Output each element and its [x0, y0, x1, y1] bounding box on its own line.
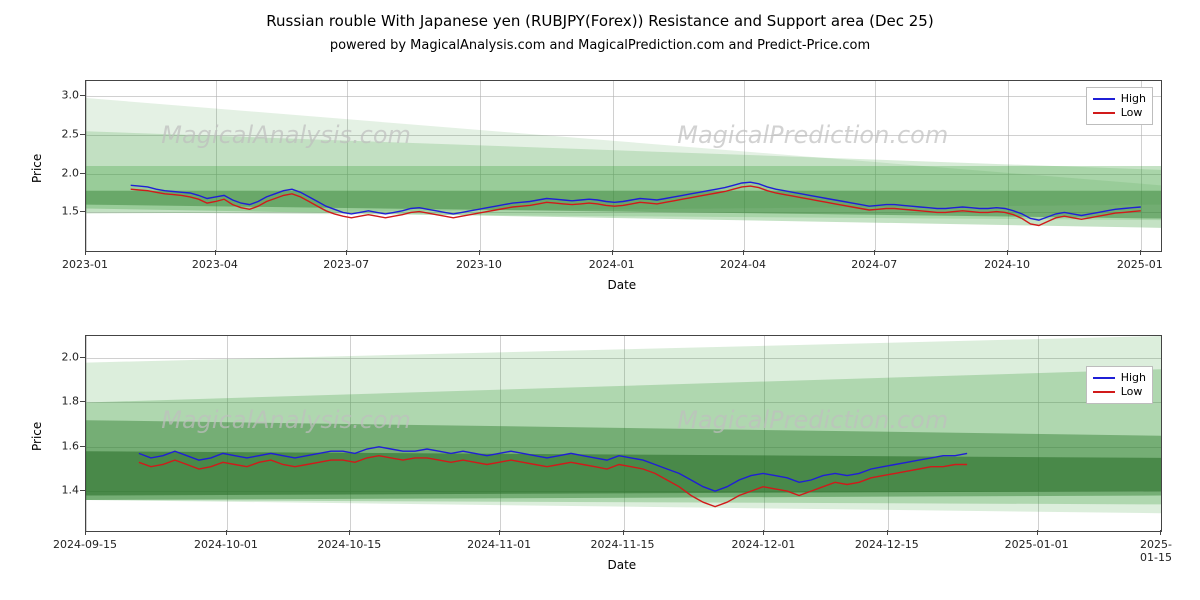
x-tickmark	[623, 530, 624, 535]
x-tickmark	[1140, 250, 1141, 255]
x-tickmark	[743, 250, 744, 255]
x-tickmark	[874, 250, 875, 255]
legend-label: High	[1121, 371, 1146, 385]
x-tickmark	[85, 530, 86, 535]
legend-item: High	[1093, 371, 1146, 385]
legend-item: High	[1093, 92, 1146, 106]
x-tick-label: 2024-01	[589, 258, 635, 271]
x-tick-label: 2024-12-01	[732, 538, 796, 551]
x-tick-label: 2025-01	[1117, 258, 1163, 271]
x-tick-label: 2024-12-15	[855, 538, 919, 551]
x-tick-label: 2023-01	[62, 258, 108, 271]
legend-label: High	[1121, 92, 1146, 106]
line-high	[131, 182, 1141, 220]
x-tickmark	[887, 530, 888, 535]
x-tick-label: 2023-04	[192, 258, 238, 271]
y-tickmark	[80, 173, 85, 174]
figure: Russian rouble With Japanese yen (RUBJPY…	[0, 0, 1200, 600]
price-series	[86, 336, 1161, 531]
x-tickmark	[612, 250, 613, 255]
x-tick-label: 2023-10	[456, 258, 502, 271]
y-axis-label-1: Price	[30, 154, 44, 183]
plot-area-1: MagicalAnalysis.comMagicalPrediction.com…	[86, 81, 1161, 251]
legend-item: Low	[1093, 385, 1146, 399]
chart-panel-2: MagicalAnalysis.comMagicalPrediction.com…	[85, 335, 1162, 532]
legend-label: Low	[1121, 385, 1143, 399]
price-series	[86, 81, 1161, 251]
x-tick-label: 2023-07	[323, 258, 369, 271]
x-tickmark	[85, 250, 86, 255]
x-tick-label: 2024-10-01	[194, 538, 258, 551]
x-tickmark	[1007, 250, 1008, 255]
x-tick-label: 2024-10	[984, 258, 1030, 271]
y-tickmark	[80, 357, 85, 358]
x-tickmark	[1037, 530, 1038, 535]
legend-swatch	[1093, 98, 1115, 100]
y-tickmark	[80, 446, 85, 447]
line-high	[139, 447, 967, 491]
y-tick-label: 3.0	[53, 89, 79, 102]
legend-label: Low	[1121, 106, 1143, 120]
x-tickmark	[215, 250, 216, 255]
y-tick-label: 2.0	[53, 351, 79, 364]
line-low	[139, 456, 967, 507]
y-tickmark	[80, 95, 85, 96]
y-tick-label: 1.8	[53, 395, 79, 408]
y-tickmark	[80, 134, 85, 135]
x-tick-label: 2024-09-15	[53, 538, 117, 551]
y-tick-label: 1.4	[53, 484, 79, 497]
x-tickmark	[346, 250, 347, 255]
x-tick-label: 2024-11-15	[591, 538, 655, 551]
x-tickmark	[1160, 530, 1161, 535]
x-tick-label: 2024-10-15	[317, 538, 381, 551]
legend-swatch	[1093, 377, 1115, 379]
y-tick-label: 1.5	[53, 205, 79, 218]
figure-subtitle: powered by MagicalAnalysis.com and Magic…	[0, 38, 1200, 53]
x-tick-label: 2024-04	[720, 258, 766, 271]
y-axis-label-2: Price	[30, 421, 44, 450]
y-tick-label: 2.5	[53, 128, 79, 141]
x-axis-label-2: Date	[608, 558, 637, 572]
y-tick-label: 1.6	[53, 439, 79, 452]
legend-swatch	[1093, 391, 1115, 393]
x-tickmark	[226, 530, 227, 535]
figure-title: Russian rouble With Japanese yen (RUBJPY…	[0, 12, 1200, 30]
x-tickmark	[499, 530, 500, 535]
legend: HighLow	[1086, 87, 1153, 125]
y-tick-label: 2.0	[53, 166, 79, 179]
legend: HighLow	[1086, 366, 1153, 404]
x-tickmark	[479, 250, 480, 255]
legend-item: Low	[1093, 106, 1146, 120]
x-axis-label-1: Date	[608, 278, 637, 292]
y-tickmark	[80, 401, 85, 402]
plot-area-2: MagicalAnalysis.comMagicalPrediction.com…	[86, 336, 1161, 531]
x-tick-label: 2024-07	[851, 258, 897, 271]
legend-swatch	[1093, 112, 1115, 114]
x-tickmark	[349, 530, 350, 535]
x-tick-label: 2025-01-15	[1140, 538, 1180, 564]
x-tick-label: 2024-11-01	[467, 538, 531, 551]
y-tickmark	[80, 490, 85, 491]
line-low	[131, 186, 1141, 225]
x-tick-label: 2025-01-01	[1005, 538, 1069, 551]
chart-panel-1: MagicalAnalysis.comMagicalPrediction.com…	[85, 80, 1162, 252]
y-tickmark	[80, 211, 85, 212]
x-tickmark	[763, 530, 764, 535]
